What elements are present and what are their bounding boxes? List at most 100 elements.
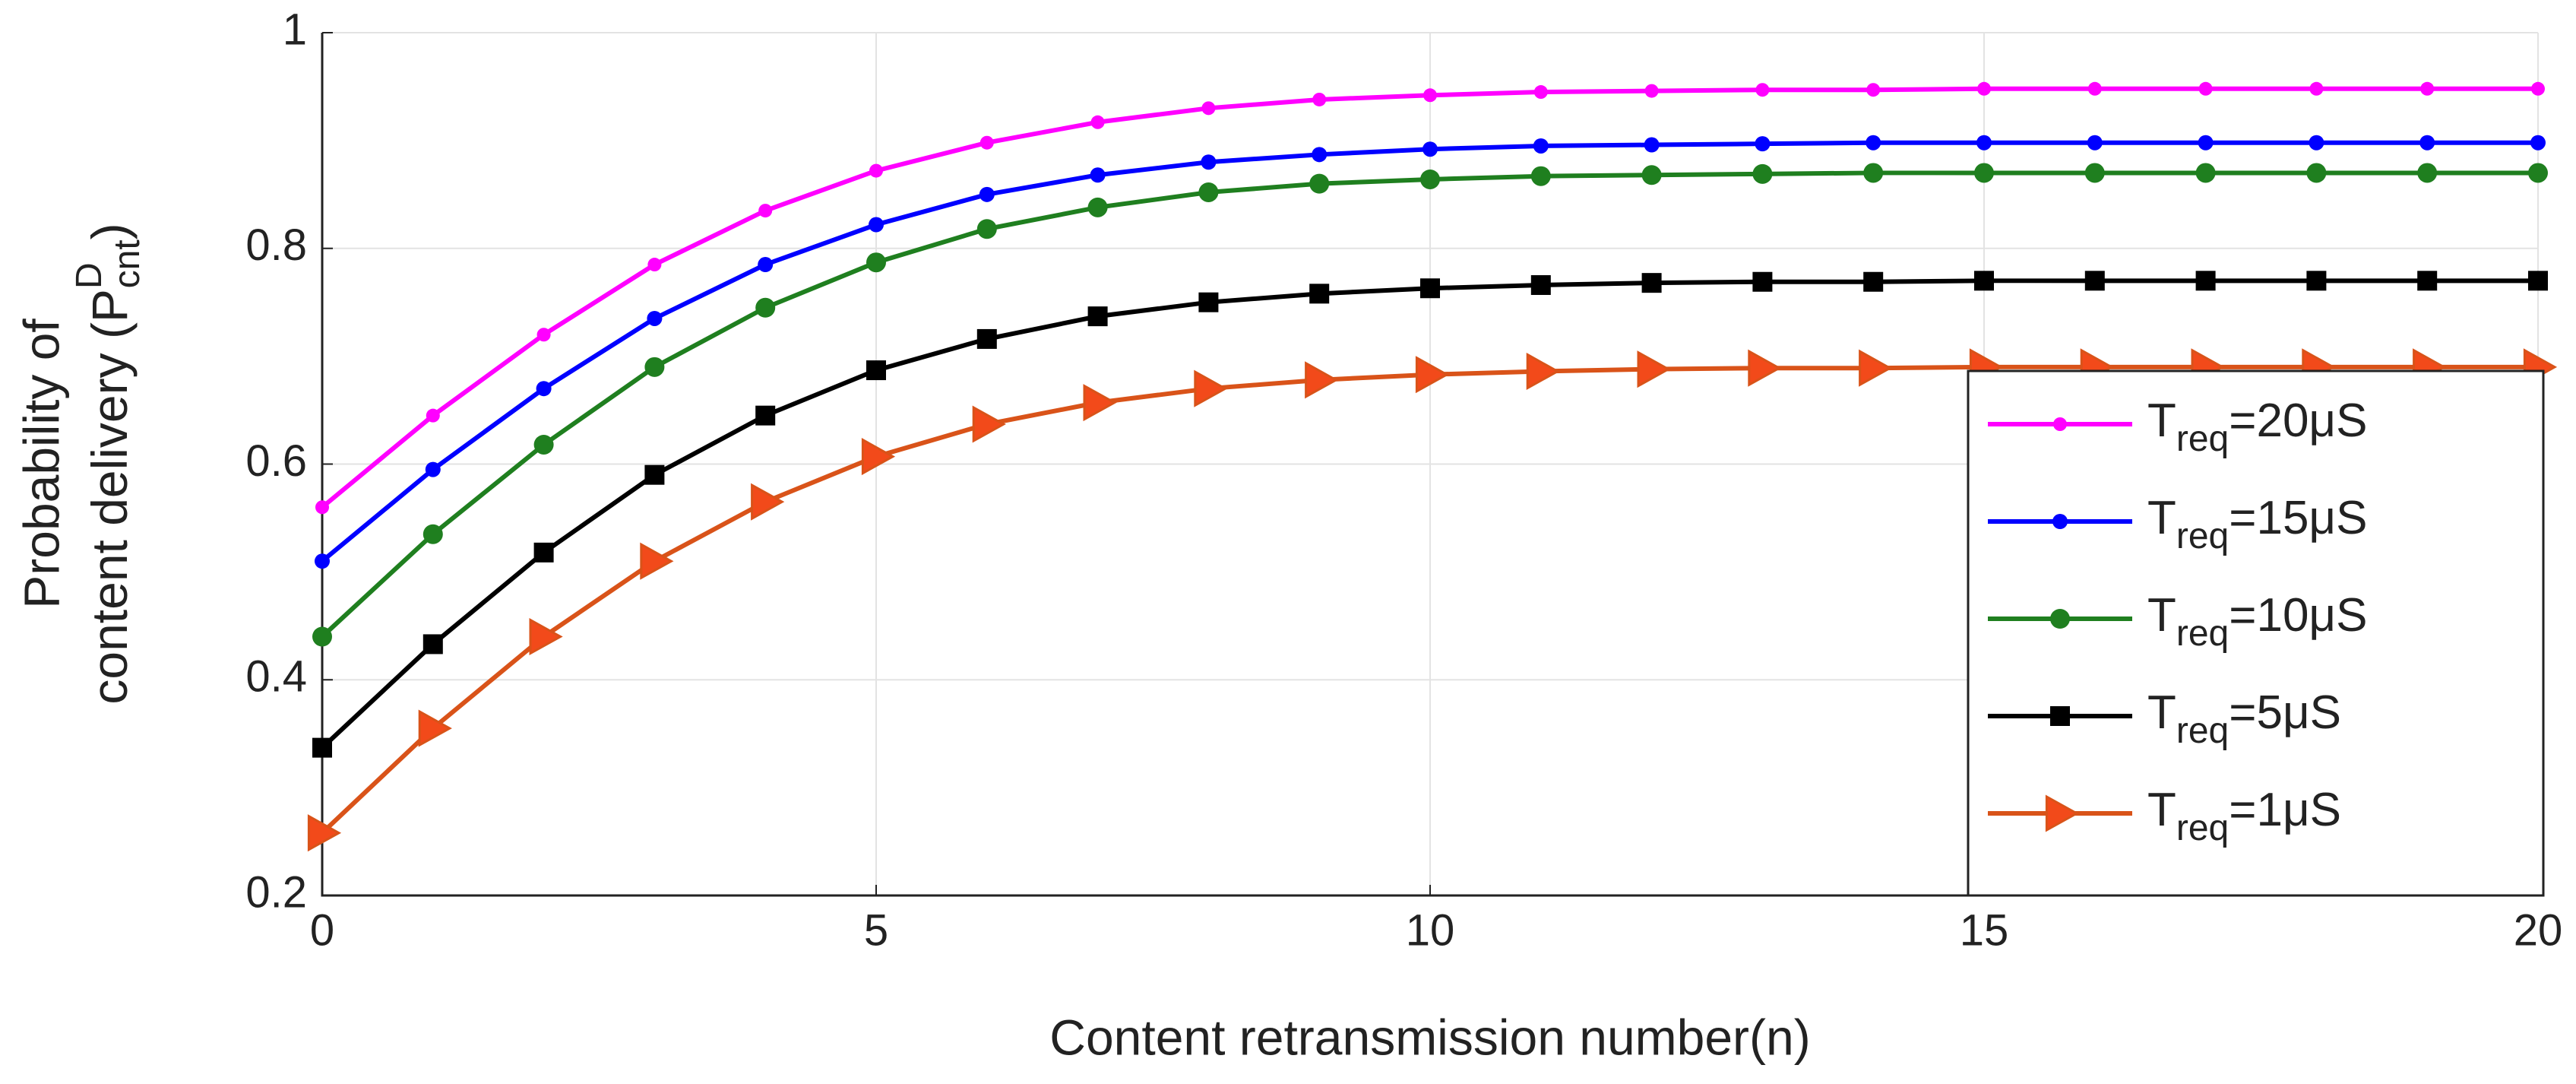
marker bbox=[758, 204, 773, 218]
marker bbox=[1859, 349, 1893, 387]
marker bbox=[315, 500, 329, 515]
marker bbox=[1312, 92, 1327, 106]
marker bbox=[1866, 135, 1881, 151]
marker bbox=[2052, 514, 2068, 529]
marker bbox=[2084, 163, 2105, 183]
x-tick-label: 5 bbox=[864, 905, 888, 955]
marker bbox=[2417, 163, 2438, 183]
marker bbox=[426, 408, 440, 423]
marker bbox=[1641, 273, 1662, 293]
marker bbox=[1526, 352, 1560, 391]
legend-label: Treq=10μS bbox=[2147, 589, 2368, 653]
marker bbox=[1976, 135, 1992, 151]
marker bbox=[2528, 271, 2548, 291]
marker bbox=[866, 252, 886, 273]
marker bbox=[1312, 147, 1328, 163]
marker bbox=[647, 310, 663, 326]
marker bbox=[647, 258, 662, 272]
series bbox=[315, 135, 2546, 569]
marker bbox=[866, 360, 886, 381]
legend-label: Treq=20μS bbox=[2147, 395, 2368, 458]
marker bbox=[1637, 350, 1671, 388]
marker bbox=[533, 542, 554, 563]
y-tick-label: 1 bbox=[283, 5, 307, 54]
marker bbox=[979, 135, 994, 150]
marker bbox=[1533, 138, 1549, 154]
marker bbox=[640, 542, 674, 580]
marker bbox=[1420, 169, 1440, 189]
marker bbox=[755, 405, 776, 426]
y-axis-label-line: content delivery (PDcnt) bbox=[69, 223, 147, 704]
x-tick-label: 20 bbox=[2514, 905, 2563, 955]
marker bbox=[2195, 271, 2216, 291]
legend-label: Treq=15μS bbox=[2147, 492, 2368, 556]
marker bbox=[536, 381, 552, 397]
marker bbox=[536, 328, 551, 342]
marker bbox=[2087, 135, 2103, 151]
marker bbox=[2309, 81, 2324, 96]
marker bbox=[312, 737, 332, 758]
marker bbox=[1201, 101, 1216, 116]
series bbox=[315, 81, 2545, 515]
marker bbox=[644, 464, 665, 485]
legend-label: Treq=1μS bbox=[2147, 784, 2341, 848]
marker bbox=[1530, 166, 1551, 186]
marker bbox=[2053, 417, 2067, 431]
y-tick-label: 0.2 bbox=[245, 867, 307, 917]
marker bbox=[1530, 274, 1551, 295]
marker bbox=[1755, 83, 1770, 97]
marker bbox=[2420, 81, 2435, 96]
marker bbox=[2309, 135, 2324, 151]
marker bbox=[2417, 271, 2438, 291]
marker bbox=[2195, 163, 2216, 183]
marker bbox=[312, 626, 332, 647]
marker bbox=[1087, 197, 1108, 217]
marker bbox=[644, 357, 665, 377]
marker bbox=[1309, 284, 1330, 304]
marker bbox=[1201, 154, 1217, 170]
marker bbox=[976, 219, 997, 239]
y-axis-label-line: Probability of bbox=[13, 319, 69, 609]
marker bbox=[425, 461, 441, 477]
marker bbox=[2050, 609, 2070, 629]
marker bbox=[1863, 271, 1884, 292]
marker bbox=[1305, 361, 1339, 399]
marker bbox=[1090, 167, 1106, 183]
marker bbox=[1974, 163, 1994, 183]
marker bbox=[2530, 135, 2546, 151]
legend-label: Treq=5μS bbox=[2147, 686, 2341, 750]
marker bbox=[2531, 81, 2545, 96]
marker bbox=[2087, 81, 2102, 96]
marker bbox=[2419, 135, 2435, 151]
marker bbox=[1423, 88, 1437, 103]
marker bbox=[1415, 356, 1450, 394]
x-tick-label: 0 bbox=[310, 905, 334, 955]
x-axis-label: Content retransmission number(n) bbox=[1049, 1009, 1810, 1065]
marker bbox=[1977, 81, 1991, 96]
marker bbox=[2084, 271, 2105, 291]
marker bbox=[2198, 81, 2213, 96]
marker bbox=[1752, 163, 1773, 184]
marker bbox=[1090, 115, 1105, 129]
marker bbox=[1863, 163, 1884, 183]
y-label-text: content delivery (P bbox=[81, 289, 138, 705]
y-label-sup: D bbox=[69, 262, 109, 289]
marker bbox=[972, 405, 1006, 443]
marker bbox=[2045, 794, 2080, 832]
marker bbox=[422, 524, 443, 544]
marker bbox=[1420, 278, 1440, 299]
marker bbox=[1644, 137, 1660, 153]
marker bbox=[869, 163, 883, 178]
marker bbox=[869, 217, 884, 233]
marker bbox=[1748, 349, 1782, 387]
marker bbox=[1194, 369, 1228, 407]
marker bbox=[2198, 135, 2214, 151]
x-tick-label: 15 bbox=[1960, 905, 2009, 955]
marker bbox=[1198, 292, 1219, 312]
marker bbox=[758, 257, 774, 273]
marker bbox=[1083, 384, 1117, 422]
marker bbox=[418, 709, 452, 747]
marker bbox=[2528, 163, 2548, 183]
marker bbox=[315, 553, 330, 569]
